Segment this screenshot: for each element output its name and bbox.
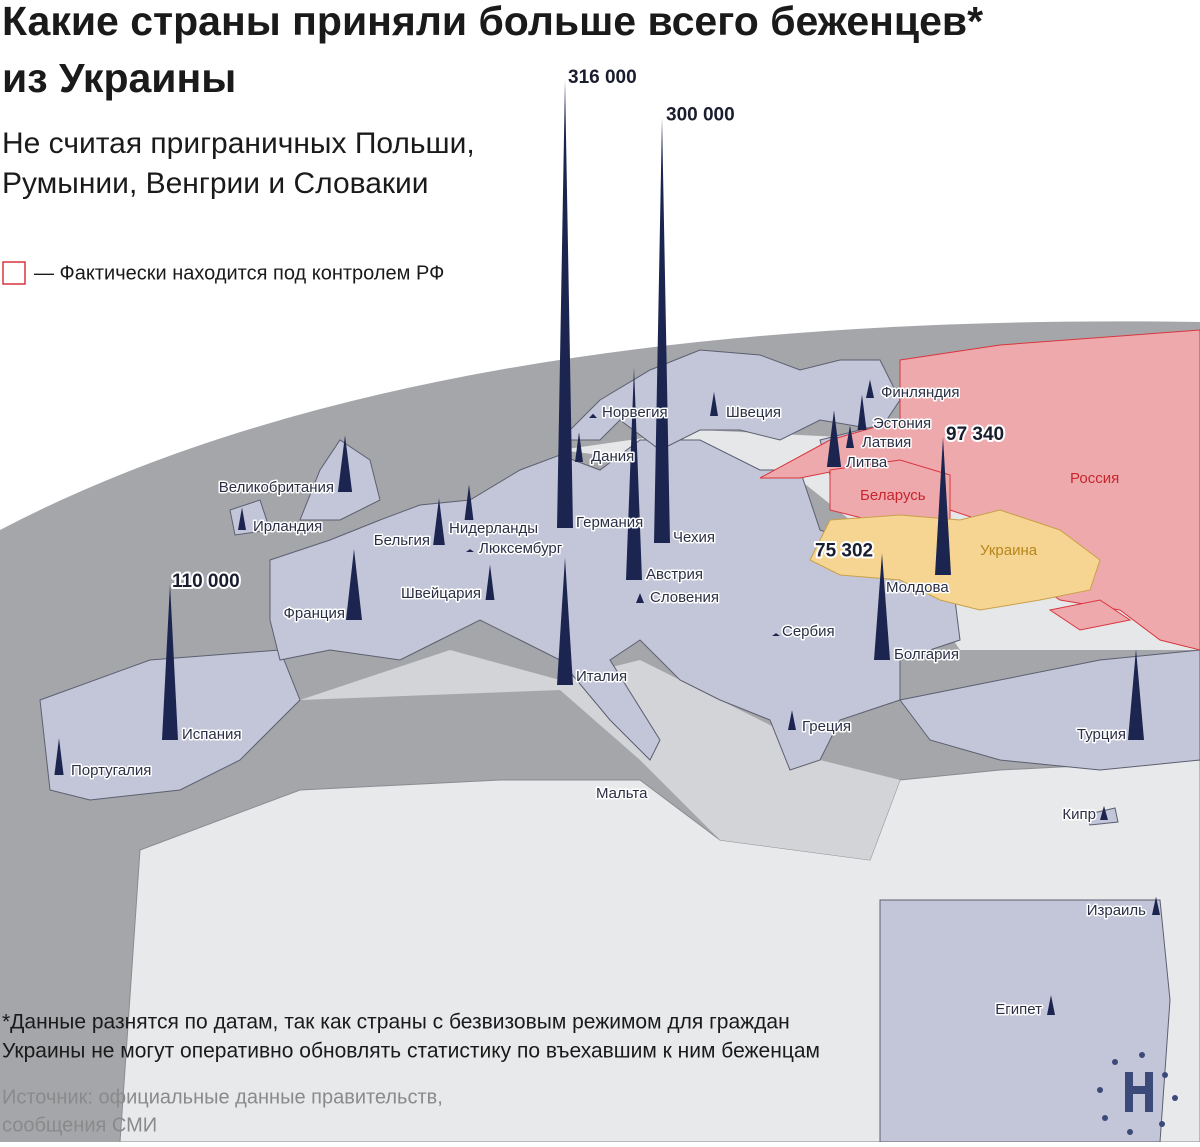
spike — [935, 436, 951, 575]
country-label: Греция — [802, 718, 851, 735]
country-label: Словения — [650, 589, 719, 606]
crimea-shape — [1048, 599, 1132, 631]
spike — [575, 432, 583, 462]
country-label: Ирландия — [253, 518, 322, 535]
subtitle: Не считая приграничных Польши, — [2, 127, 475, 160]
country-label: Швеция — [726, 404, 781, 421]
sea — [300, 650, 900, 860]
footnote: *Данные разнятся по датам, так как стран… — [2, 1011, 790, 1034]
country-label: Эстония — [873, 415, 931, 432]
spike — [464, 484, 474, 520]
country-label: Великобритания — [219, 479, 334, 496]
spike — [654, 117, 670, 544]
spike — [485, 564, 495, 600]
country-label: Израиль — [1087, 902, 1146, 919]
country-label: Египет — [995, 1001, 1042, 1018]
country-label: Франция — [284, 605, 345, 622]
region-label: Россия — [1070, 470, 1119, 487]
spike — [1100, 805, 1108, 820]
country-label: Молдова — [886, 579, 949, 596]
legend-swatch — [2, 261, 26, 285]
country-label: Турция — [1077, 726, 1126, 743]
country-shape — [899, 649, 1200, 771]
country-label: Бельгия — [374, 532, 430, 549]
country-label: Латвия — [862, 434, 911, 451]
spike — [162, 584, 178, 740]
country-label: Сербия — [782, 623, 835, 640]
country-label: Швейцария — [401, 585, 481, 602]
spike — [846, 425, 854, 448]
spike — [346, 549, 362, 620]
country-label: Люксембург — [479, 540, 563, 557]
title: из Украины — [2, 55, 236, 101]
legend-label: — Фактически находится под контролем РФ — [34, 262, 444, 284]
country-label: Финляндия — [881, 384, 959, 401]
spike — [1128, 649, 1144, 740]
country-label: Австрия — [646, 566, 703, 583]
country-shape — [558, 349, 901, 451]
footnote: Украины не могут оперативно обновлять ст… — [2, 1040, 820, 1063]
spike — [710, 391, 718, 416]
title: Какие страны приняли больше всего беженц… — [2, 0, 983, 44]
spike — [857, 394, 867, 430]
spike — [826, 410, 842, 467]
source: Источник: официальные данные правительст… — [2, 1086, 443, 1108]
spike — [636, 593, 644, 603]
spike — [866, 379, 874, 398]
spike — [626, 367, 642, 580]
region-label: Беларусь — [860, 487, 926, 504]
value-label: 75 302 — [815, 540, 873, 561]
logo — [1097, 1052, 1178, 1135]
source: сообщения СМИ — [2, 1114, 157, 1136]
value-label: 110 000 — [172, 571, 240, 592]
country-label: Болгария — [894, 646, 959, 663]
country-label: Норвегия — [602, 404, 668, 421]
spike — [557, 80, 573, 528]
spike — [1047, 995, 1055, 1015]
spike — [1152, 896, 1160, 915]
subtitle: Румынии, Венгрии и Словакии — [2, 167, 429, 200]
country-label: Испания — [182, 726, 242, 743]
country-label: Италия — [576, 668, 627, 685]
spike — [466, 549, 474, 552]
country-label: Чехия — [673, 529, 715, 546]
spike — [874, 553, 890, 660]
country-shape — [879, 899, 1171, 1143]
country-label: Мальта — [596, 785, 648, 802]
country-label: Дания — [591, 448, 634, 465]
spike — [238, 507, 246, 530]
spike — [772, 633, 780, 636]
spike — [557, 557, 573, 685]
country-label: Литва — [846, 454, 888, 471]
country-label: Германия — [576, 514, 643, 531]
value-label: 300 000 — [666, 105, 735, 126]
ukraine-shape — [809, 509, 1101, 611]
spike — [589, 413, 597, 418]
country-label: Кипр — [1062, 806, 1096, 823]
region-label: Украина — [980, 542, 1038, 559]
spike — [788, 710, 796, 730]
spike — [337, 435, 353, 492]
spike — [54, 738, 64, 775]
country-label: Нидерланды — [449, 520, 538, 537]
value-label: 97 340 — [946, 424, 1004, 445]
spike — [433, 498, 445, 545]
country-label: Португалия — [71, 762, 151, 779]
value-label: 316 000 — [568, 67, 637, 88]
